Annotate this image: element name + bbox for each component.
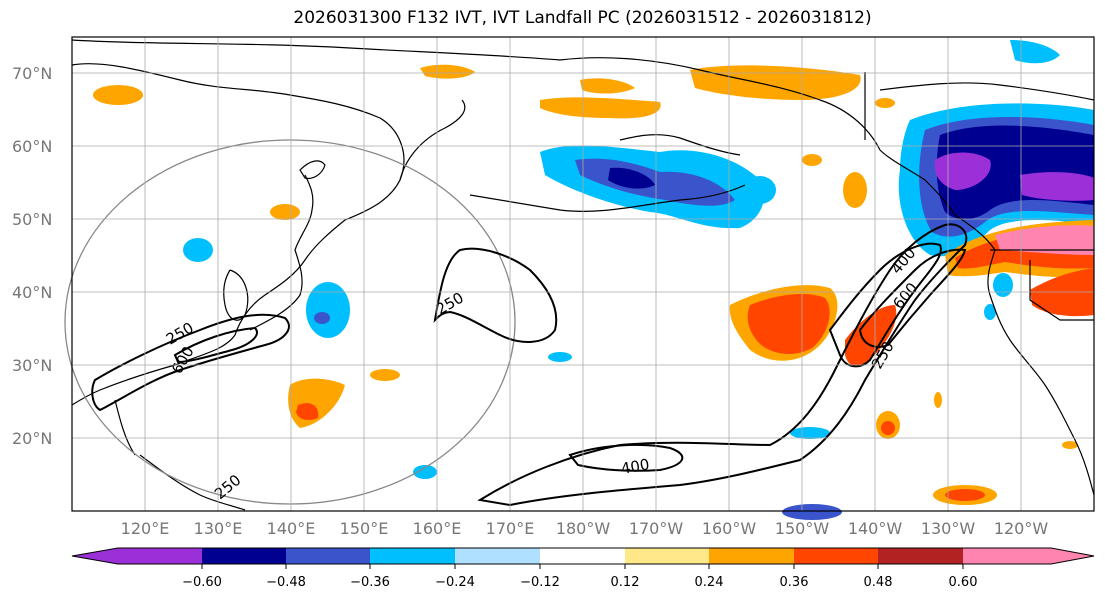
anomaly-positive-west-coast-pink xyxy=(995,225,1094,255)
colorbar-tick-label: −0.48 xyxy=(266,575,306,590)
colorbar-segment xyxy=(709,548,794,564)
colorbar-segment xyxy=(286,548,370,564)
colorbar-segment xyxy=(72,548,118,564)
lon-label: 160°W xyxy=(702,519,757,538)
colorbar-tick-label: −0.36 xyxy=(350,575,390,590)
map-title: 2026031300 F132 IVT, IVT Landfall PC (20… xyxy=(293,8,872,28)
colorbar-segment xyxy=(794,548,878,564)
colorbar-segment xyxy=(878,548,963,564)
colorbar-segment xyxy=(202,548,286,564)
anomaly-positive-pacific-band xyxy=(845,305,897,367)
colorbar-tick-label: −0.24 xyxy=(435,575,475,590)
anomaly-negative-north-pacific-deep xyxy=(608,167,655,189)
colorbar-outline xyxy=(71,547,1095,565)
lon-label: 140°E xyxy=(267,519,316,538)
colorbar-tick-label: 0.60 xyxy=(949,575,978,590)
landfall-domain-circle xyxy=(64,139,516,505)
colorbar-tick-label: 0.24 xyxy=(695,575,724,590)
lon-label: 160°E xyxy=(413,519,462,538)
colorbar-segment xyxy=(540,548,625,564)
colorbar-ticks xyxy=(201,564,964,569)
latitude-labels: 70°N 60°N 50°N 40°N 30°N 20°N xyxy=(12,64,52,448)
colorbar: −0.60 −0.48 −0.36 −0.24 −0.12 0.12 0.24 … xyxy=(71,547,1095,590)
colorbar-tick-label: −0.12 xyxy=(520,575,560,590)
anomaly-negative-japan-east xyxy=(306,282,350,338)
lon-label: 120°W xyxy=(994,519,1049,538)
colorbar-segment xyxy=(963,548,1051,564)
anomaly-positive-mid-pacific-red xyxy=(747,294,830,354)
anomaly-negative-arctic xyxy=(1010,40,1060,64)
longitude-labels: 120°E 130°E 140°E 150°E 160°E 170°E 180°… xyxy=(121,519,1049,538)
lat-label: 30°N xyxy=(12,356,52,375)
map-frame xyxy=(71,36,1095,512)
lat-label: 70°N xyxy=(12,64,52,83)
lon-label: 180°W xyxy=(556,519,611,538)
anomaly-negative-gulf-purple xyxy=(934,152,991,190)
coastlines xyxy=(71,39,1095,511)
lon-label: 150°E xyxy=(340,519,389,538)
colorbar-segment xyxy=(118,548,202,564)
lat-label: 50°N xyxy=(12,210,52,229)
lat-label: 60°N xyxy=(12,137,52,156)
colorbar-tick-label: 0.12 xyxy=(611,575,640,590)
lon-label: 170°E xyxy=(486,519,535,538)
lon-label: 130°W xyxy=(921,519,976,538)
lat-label: 20°N xyxy=(12,429,52,448)
anomaly-positive-siberia xyxy=(93,85,143,105)
lon-label: 150°W xyxy=(775,519,830,538)
gridlines xyxy=(72,37,1094,511)
filled-anomalies xyxy=(93,40,1094,520)
ivt-contours xyxy=(91,223,968,507)
colorbar-tick-label: −0.60 xyxy=(182,575,222,590)
anomaly-positive-alaska xyxy=(690,65,861,100)
lat-label: 40°N xyxy=(12,283,52,302)
lon-label: 140°W xyxy=(848,519,903,538)
colorbar-segment xyxy=(370,548,455,564)
lon-label: 170°W xyxy=(629,519,684,538)
anomaly-negative-china xyxy=(183,238,213,262)
contour-label-400-south: 400 xyxy=(620,455,651,478)
lon-label: 130°E xyxy=(194,519,243,538)
colorbar-tick-label: 0.48 xyxy=(864,575,893,590)
anomaly-negative-gulf-purple2 xyxy=(1020,172,1094,201)
colorbar-tick-label: 0.36 xyxy=(780,575,809,590)
colorbar-segment xyxy=(455,548,540,564)
colorbar-segment xyxy=(1051,548,1094,564)
colorbar-segment xyxy=(625,548,709,564)
lon-label: 120°E xyxy=(121,519,170,538)
